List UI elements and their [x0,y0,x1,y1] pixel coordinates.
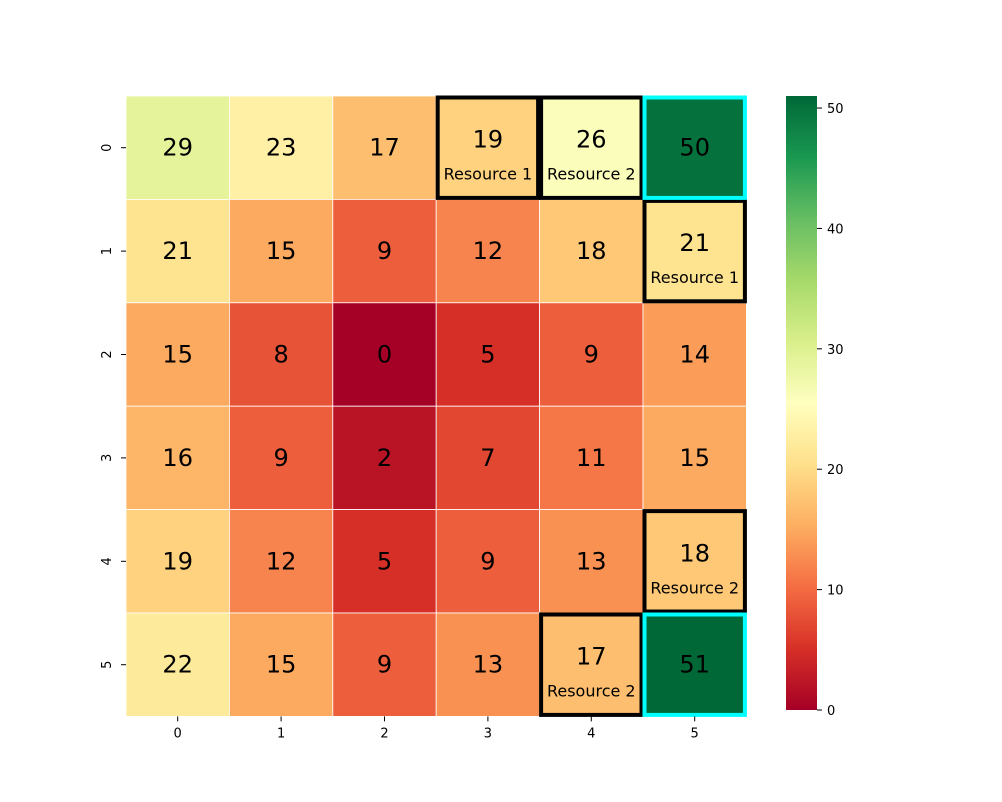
cell-value-label: 9 [480,547,495,575]
heatmap-cell [435,509,541,614]
cell-value-label: 11 [576,444,607,472]
cell-value-label: 9 [377,651,392,679]
y-tick-label: 1 [100,247,115,255]
cell-value-label: 0 [377,341,392,369]
heatmap-cell [125,95,230,200]
heatmap-cell [642,405,747,511]
heatmap-cell [228,198,334,304]
cell-value-label: 22 [162,651,193,679]
x-tick-label: 5 [691,726,699,741]
y-tick-label: 3 [100,454,115,462]
cell-value-label: 19 [162,547,193,575]
cell-value-label: 5 [480,341,495,369]
heatmap-cell [332,95,437,200]
highlight-outline [642,95,747,200]
y-tick-label: 5 [100,661,115,669]
heatmap-cell [435,198,541,304]
resource-outline [642,509,747,614]
heatmap-cell [332,509,437,614]
x-tick-label: 4 [587,726,595,741]
heatmap-cell [332,405,437,511]
colorbar-tick-label: 0 [827,704,835,719]
cell-value-label: 5 [377,547,392,575]
heatmap-cell [125,302,230,407]
cell-value-label: 50 [679,134,710,162]
resource-outline [539,612,644,717]
cell-value-label: 7 [480,444,495,472]
heatmap-cell [435,302,541,407]
colorbar-tick-label: 30 [827,343,844,358]
heatmap-cell [539,405,644,511]
heatmap-cell [125,612,230,717]
cell-value-label: 15 [162,341,193,369]
cell-value-label: 26 [576,126,607,154]
cell-value-label: 15 [266,237,297,265]
cell-value-label: 29 [162,134,193,162]
y-tick-label: 4 [100,557,115,565]
heatmap-cell [539,509,644,614]
cell-value-label: 51 [679,651,710,679]
cell-value-label: 21 [679,229,710,257]
colorbar-tick-label: 10 [827,584,844,599]
resource-label: Resource 2 [547,682,636,701]
cell-value-label: 16 [162,444,193,472]
heatmap-cell [125,509,230,614]
cell-value-label: 2 [377,444,392,472]
cell-value-label: 13 [473,651,504,679]
x-tick-label: 0 [174,726,182,741]
cell-value-label: 12 [266,547,297,575]
resource-label: Resource 2 [547,165,636,184]
x-tick-label: 1 [277,726,285,741]
cell-value-label: 8 [273,341,288,369]
heatmap-cell [228,405,334,511]
resource-outline [642,198,747,304]
heatmap-cell [332,302,437,407]
colorbar-tick-label: 50 [827,102,844,117]
heatmap-cell [228,95,334,200]
heatmap-cell [228,302,334,407]
colorbar [786,96,817,710]
cell-value-label: 21 [162,237,193,265]
heatmap-cell [642,612,747,717]
y-tick-label: 0 [100,144,115,152]
heatmap-cell [642,302,747,407]
y-tick-label: 2 [100,350,115,358]
resource-label: Resource 1 [650,268,739,287]
colorbar-tick-label: 40 [827,222,844,237]
resource-outline [539,95,644,200]
resource-label: Resource 1 [444,165,533,184]
cell-value-label: 9 [584,341,599,369]
resource-label: Resource 2 [650,578,739,597]
cell-value-label: 18 [679,539,710,567]
heatmap-cell [642,198,747,304]
colorbar-tick-label: 20 [827,463,844,478]
heatmap-cell [642,95,747,200]
cell-value-label: 18 [576,237,607,265]
heatmap-cell [539,95,644,200]
cell-value-label: 15 [679,444,710,472]
cell-value-label: 23 [266,134,297,162]
cell-value-label: 13 [576,547,607,575]
cell-value-label: 19 [473,126,504,154]
cell-value-label: 9 [273,444,288,472]
heatmap-cell [539,612,644,717]
heatmap-cell [539,302,644,407]
highlight-outline [642,612,747,717]
cell-value-label: 14 [679,341,710,369]
cell-value-label: 9 [377,237,392,265]
heatmap-cell [125,405,230,511]
resource-outline [435,95,541,200]
x-tick-label: 2 [380,726,388,741]
heatmap-cell [435,405,541,511]
cell-value-label: 12 [473,237,504,265]
cell-value-label: 15 [266,651,297,679]
heatmap-cell [435,95,541,200]
cell-value-label: 17 [576,643,607,671]
cell-value-label: 17 [369,134,400,162]
x-tick-label: 3 [484,726,492,741]
